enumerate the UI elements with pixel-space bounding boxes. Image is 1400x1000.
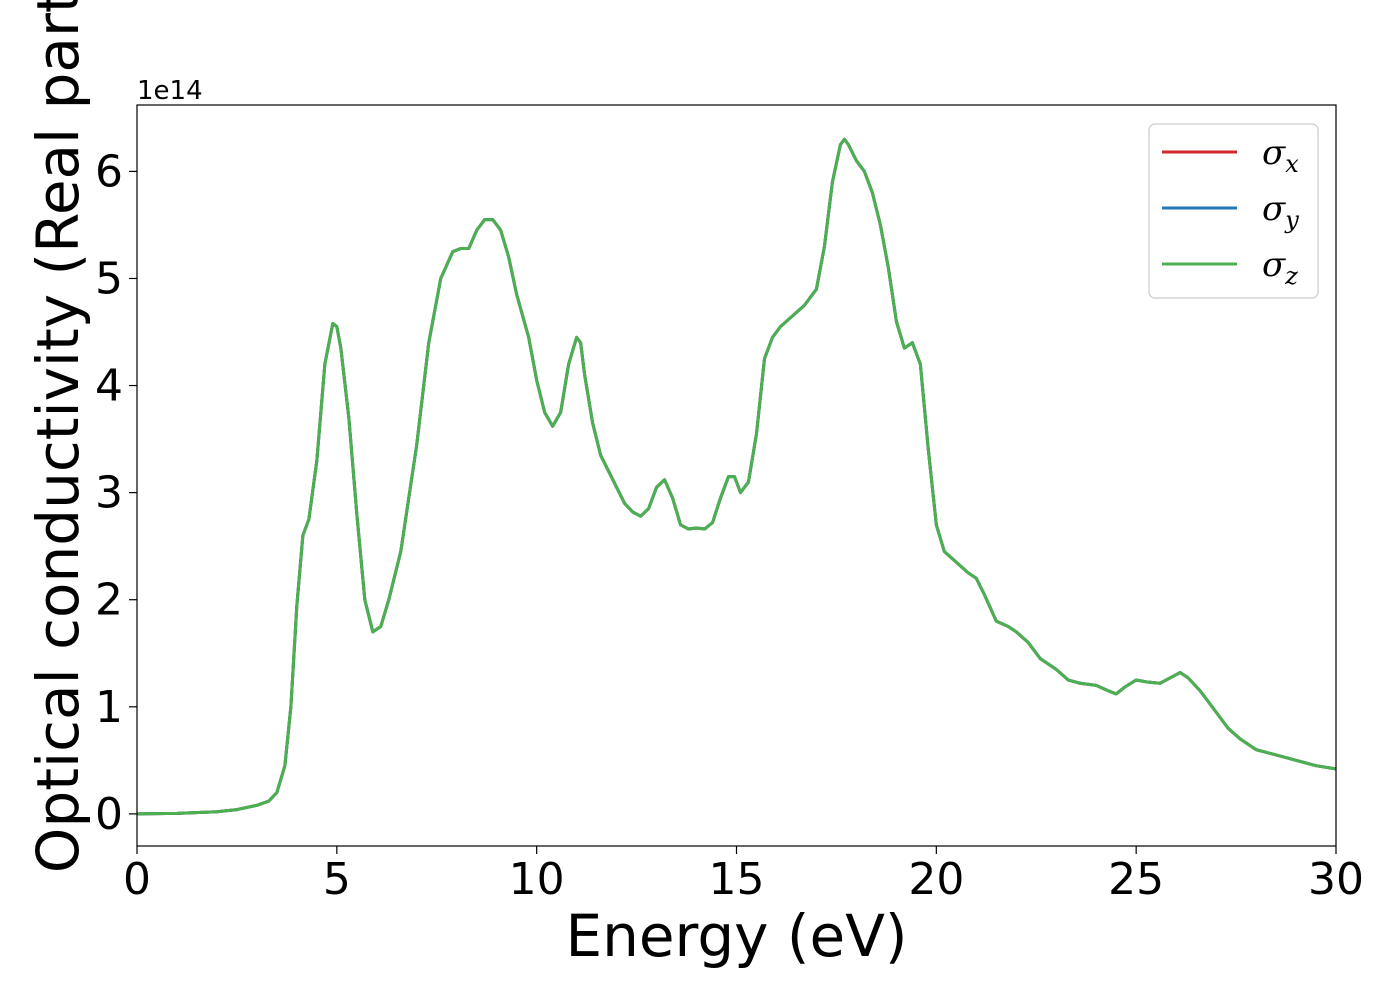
x-tick-label: 0	[123, 854, 151, 905]
y-offset-label: 1e14	[137, 76, 203, 106]
x-axis-title: Energy (eV)	[565, 902, 907, 970]
y-tick-label: 3	[95, 468, 123, 519]
series-layer	[137, 137, 1336, 816]
series-line-3	[137, 137, 1336, 816]
y-tick-label: 0	[95, 789, 123, 840]
legend-label: σy	[1262, 189, 1299, 234]
plot-background	[137, 105, 1336, 846]
x-tick-label: 10	[509, 854, 565, 905]
y-tick-label: 4	[95, 361, 123, 412]
x-tick-label: 30	[1308, 854, 1364, 905]
legend-box	[1148, 123, 1319, 299]
plot-area	[137, 105, 1336, 846]
y-tick-label: 6	[95, 146, 123, 197]
legend: σx σy σz	[1148, 123, 1319, 299]
y-axis-title: Optical conductivity (Real part)	[24, 0, 92, 873]
axes: 0 5 10 15 20 25 30 0 1 2 3 4 5 6	[95, 104, 1364, 905]
legend-label: σz	[1262, 245, 1298, 290]
y-tick-label: 1	[95, 682, 123, 733]
x-tick-label: 15	[709, 854, 765, 905]
x-tick-label: 5	[323, 854, 351, 905]
legend-label: σx	[1262, 133, 1299, 178]
x-tick-label: 20	[908, 854, 964, 905]
y-tick-label: 5	[95, 253, 123, 304]
y-tick-label: 2	[95, 575, 123, 626]
x-tick-label: 25	[1108, 854, 1164, 905]
